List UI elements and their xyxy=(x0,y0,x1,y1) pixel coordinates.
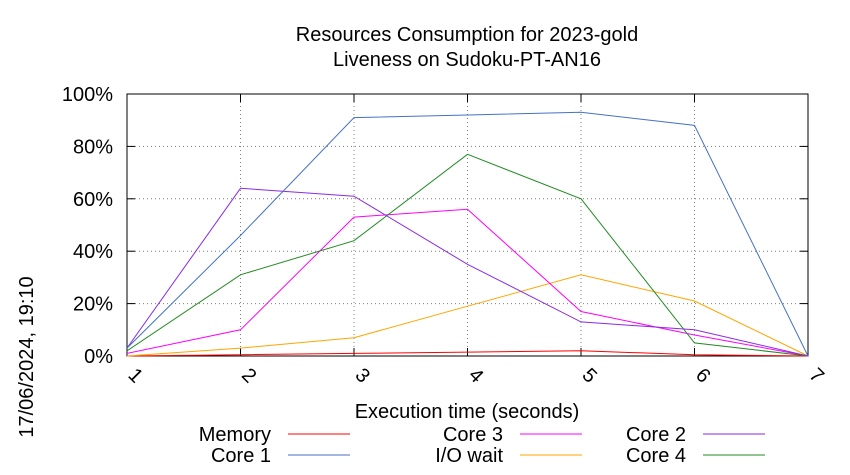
x-tick-label: 7 xyxy=(805,364,828,387)
legend-label: Core 4 xyxy=(626,445,686,467)
plot-frame xyxy=(126,93,809,357)
y-tick-label: 40% xyxy=(73,241,113,263)
y-tick-label: 0% xyxy=(84,346,113,368)
chart-title-line-2: Liveness on Sudoku-PT-AN16 xyxy=(333,49,601,71)
x-tick-label: 4 xyxy=(464,364,487,387)
legend-label: Core 3 xyxy=(443,424,503,446)
series-line-core-3 xyxy=(126,208,809,357)
series-line-core-4 xyxy=(126,153,809,357)
series-line-memory xyxy=(126,350,809,357)
x-tick-label: 3 xyxy=(351,364,374,387)
series-line-core-2 xyxy=(126,187,809,357)
legend-label: Memory xyxy=(199,424,271,446)
x-tick-label: 6 xyxy=(691,364,714,387)
y-tick-label: 80% xyxy=(73,136,113,158)
y-tick-label: 100% xyxy=(62,84,113,106)
y-tick-label: 60% xyxy=(73,189,113,211)
x-axis-label: Execution time (seconds) xyxy=(355,401,580,423)
timestamp-label: 17/06/2024, 19:10 xyxy=(16,276,38,437)
y-axis: 0% 20% 40% 60% 80% 100% xyxy=(62,84,808,368)
x-tick-label: 5 xyxy=(578,364,601,387)
series-line-i-o-wait xyxy=(126,274,809,357)
legend-label: Core 1 xyxy=(211,445,271,467)
series-lines xyxy=(126,111,809,357)
series-line-core-1 xyxy=(126,111,809,357)
y-tick-label: 20% xyxy=(73,294,113,316)
legend-label: I/O wait xyxy=(435,445,503,467)
chart-title-line-1: Resources Consumption for 2023-gold xyxy=(296,24,638,46)
x-axis: 1 2 3 4 5 6 7 xyxy=(124,94,828,387)
legend-label: Core 2 xyxy=(626,424,686,446)
grid xyxy=(127,94,808,356)
x-tick-label: 2 xyxy=(237,364,260,387)
x-tick-label: 1 xyxy=(124,364,147,387)
